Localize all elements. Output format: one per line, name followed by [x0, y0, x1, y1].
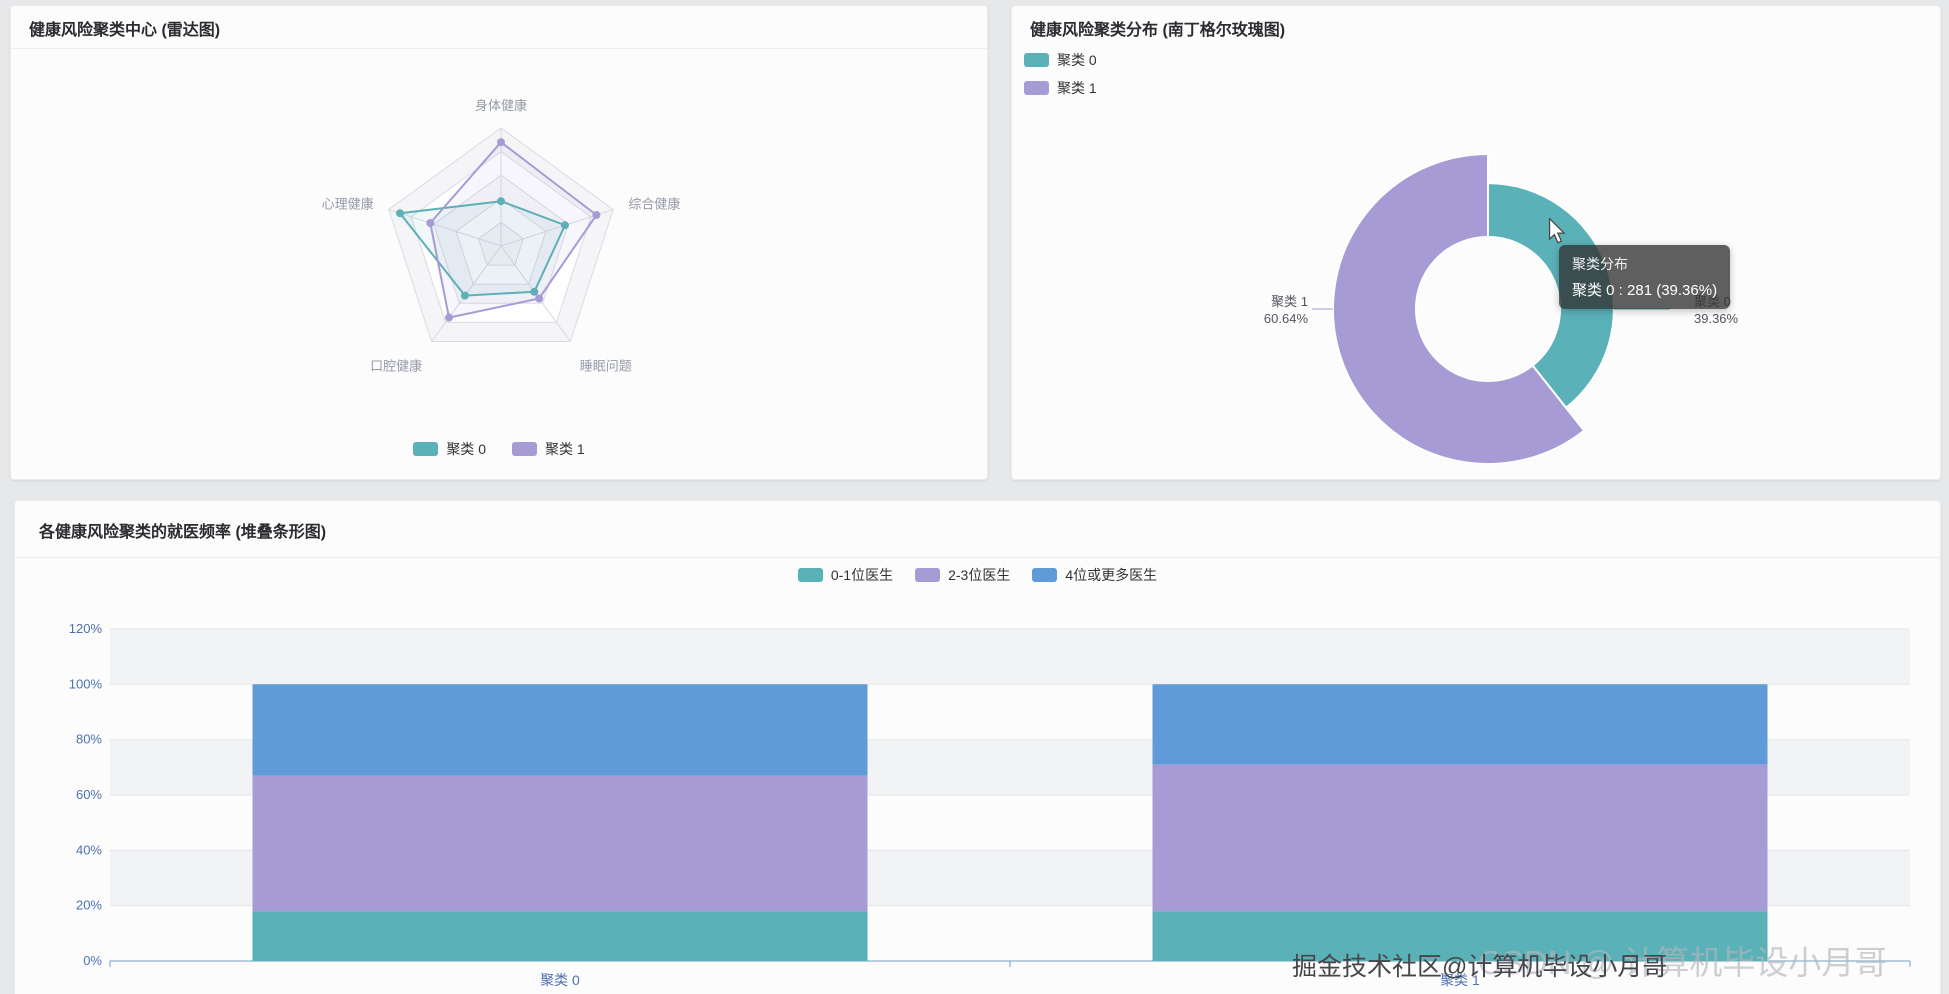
rose-slice-label-percent: 39.36%	[1694, 311, 1739, 326]
radar-legend: 聚类 0 聚类 1	[11, 439, 987, 459]
stacked-bar-chart[interactable]: 0% 20% 40% 60% 80% 100% 120% 聚类 0 聚类 1	[15, 501, 1940, 994]
tooltip-value: 聚类 0 : 281 (39.36%)	[1572, 282, 1718, 299]
bar-segment	[252, 684, 868, 776]
rose-slice	[1487, 182, 1615, 410]
legend-item[interactable]: 0-1位医生	[797, 565, 894, 585]
radar-axis-label: 身体健康	[475, 98, 527, 113]
plot-split-area	[110, 629, 1910, 685]
bars-legend: 0-1位医生 2-3位医生 4位或更多医生	[15, 565, 1940, 585]
radar-series-point	[426, 219, 435, 227]
y-axis-tick-label: 80%	[76, 732, 102, 747]
radar-panel: 健康风险聚类中心 (雷达图) 身体健康综合健康睡眠问题 口腔健康 心理健康 聚类 0…	[10, 5, 988, 480]
legend-label: 聚类 0	[1057, 52, 1097, 68]
legend-item[interactable]: 聚类 1	[512, 439, 585, 459]
legend-label: 聚类 0	[446, 441, 486, 457]
radar-axis-label: 心理健康	[322, 197, 374, 212]
radar-series-point	[497, 197, 505, 206]
legend-item[interactable]: 聚类 1	[1024, 78, 1097, 98]
radar-axis-label: 综合健康	[628, 197, 680, 212]
bar-segment	[252, 775, 868, 912]
legend-swatch	[915, 568, 941, 582]
rose-legend: 聚类 0 聚类 1	[1024, 50, 1097, 98]
rose-panel-title: 健康风险聚类分布 (南丁格尔玫瑰图)	[1030, 22, 1286, 39]
rose-slice-label-cluster1: 聚类 1 60.64%	[1162, 293, 1308, 327]
rose-slice	[1332, 152, 1586, 465]
rose-panel: 健康风险聚类分布 (南丁格尔玫瑰图) 聚类 0 聚类 1 聚类 1 60.64% …	[1011, 5, 1941, 480]
radar-series-point	[535, 294, 544, 303]
legend-swatch	[797, 568, 823, 582]
radar-series-shape	[429, 141, 598, 319]
radar-series-point	[530, 287, 539, 296]
radar-series-shape	[399, 200, 566, 297]
legend-item[interactable]: 2-3位医生	[915, 565, 1010, 585]
rose-chart[interactable]	[1012, 6, 1940, 479]
legend-swatch	[1032, 568, 1058, 582]
legend-item[interactable]: 聚类 0	[413, 439, 486, 459]
radar-series-point	[396, 209, 404, 218]
tooltip-title: 聚类分布	[1572, 256, 1628, 272]
radar-series-point	[460, 291, 469, 300]
legend-item[interactable]: 4位或更多医生	[1032, 565, 1157, 585]
rose-panel-header: 健康风险聚类分布 (南丁格尔玫瑰图)	[1012, 6, 1940, 48]
legend-label: 聚类 1	[1057, 80, 1097, 96]
radar-series-point	[592, 211, 601, 219]
bar-segment	[1152, 684, 1768, 765]
legend-label: 0-1位医生	[830, 567, 894, 583]
x-axis-category-label: 聚类 1	[1440, 972, 1480, 988]
rose-slice-label-percent: 60.64%	[1263, 311, 1308, 326]
bars-panel: 各健康风险聚类的就医频率 (堆叠条形图) 0% 20% 40% 60% 80% 100% 1…	[14, 500, 1941, 994]
radar-panel-title: 健康风险聚类中心 (雷达图)	[29, 22, 221, 39]
mouse-cursor-icon	[1548, 218, 1566, 244]
radar-panel-header: 健康风险聚类中心 (雷达图)	[11, 6, 987, 49]
chart-tooltip: 聚类分布 聚类 0 : 281 (39.36%)	[1559, 245, 1731, 309]
legend-label: 聚类 1	[545, 441, 585, 457]
bar-segment	[1152, 764, 1768, 912]
y-axis-tick-label: 60%	[76, 787, 102, 802]
bars-panel-header: 各健康风险聚类的就医频率 (堆叠条形图)	[15, 501, 1940, 558]
legend-label: 4位或更多医生	[1065, 567, 1158, 583]
legend-item[interactable]: 聚类 0	[1024, 50, 1097, 70]
legend-swatch	[1024, 81, 1049, 95]
legend-swatch	[1024, 53, 1049, 67]
radar-axis-label: 口腔健康	[370, 358, 422, 373]
bars-panel-title: 各健康风险聚类的就医频率 (堆叠条形图)	[39, 524, 327, 541]
y-axis-tick-label: 0%	[83, 953, 102, 968]
legend-label: 2-3位医生	[948, 567, 1011, 583]
radar-series-point	[561, 221, 569, 230]
legend-swatch	[512, 442, 537, 456]
rose-slice-label-name: 聚类 1	[1271, 294, 1308, 309]
y-axis-tick-label: 40%	[76, 842, 102, 857]
y-axis-tick-label: 120%	[69, 621, 103, 636]
radar-series-point	[497, 138, 505, 147]
x-axis-category-label: 聚类 0	[540, 972, 580, 988]
legend-swatch	[413, 442, 439, 456]
bar-segment	[1152, 911, 1768, 961]
y-axis-tick-label: 20%	[76, 898, 102, 913]
radar-axis-label: 睡眠问题	[580, 358, 632, 373]
radar-series-point	[445, 313, 453, 322]
bar-segment	[252, 911, 868, 961]
y-axis-tick-label: 100%	[69, 676, 103, 691]
radar-axis-line	[388, 209, 502, 247]
